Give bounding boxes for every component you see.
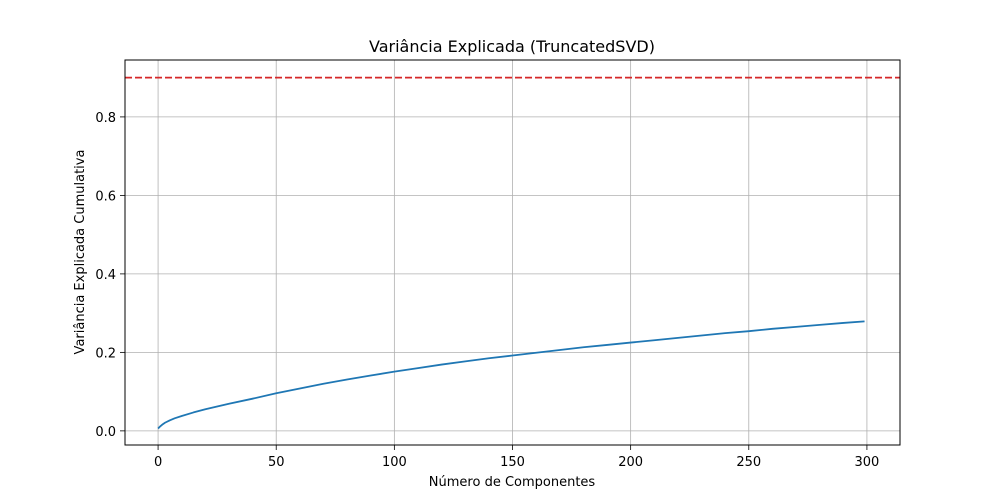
y-axis-ticks: 0.0 0.2 0.4 0.6 0.8 xyxy=(95,111,125,440)
x-tick-label: 200 xyxy=(618,455,643,470)
y-tick-label: 0.8 xyxy=(95,111,116,126)
x-tick-label: 250 xyxy=(736,455,761,470)
series-line xyxy=(157,320,865,430)
grid xyxy=(125,60,900,445)
x-tick-label: 150 xyxy=(500,455,525,470)
y-tick-label: 0.6 xyxy=(95,189,116,204)
y-axis-label: Variância Explicada Cumulativa xyxy=(73,150,88,355)
x-tick-label: 100 xyxy=(382,455,407,470)
y-tick-label: 0.4 xyxy=(95,268,116,283)
y-tick-label: 0.2 xyxy=(95,346,116,361)
chart-title: Variância Explicada (TruncatedSVD) xyxy=(369,37,655,56)
x-tick-label: 300 xyxy=(855,455,880,470)
y-tick-label: 0.0 xyxy=(95,425,116,440)
series-group xyxy=(157,320,865,430)
x-axis-label: Número de Componentes xyxy=(429,475,596,490)
x-tick-label: 0 xyxy=(154,455,162,470)
x-tick-label: 50 xyxy=(268,455,285,470)
x-axis-ticks: 0 50 100 150 200 250 300 xyxy=(154,445,879,470)
